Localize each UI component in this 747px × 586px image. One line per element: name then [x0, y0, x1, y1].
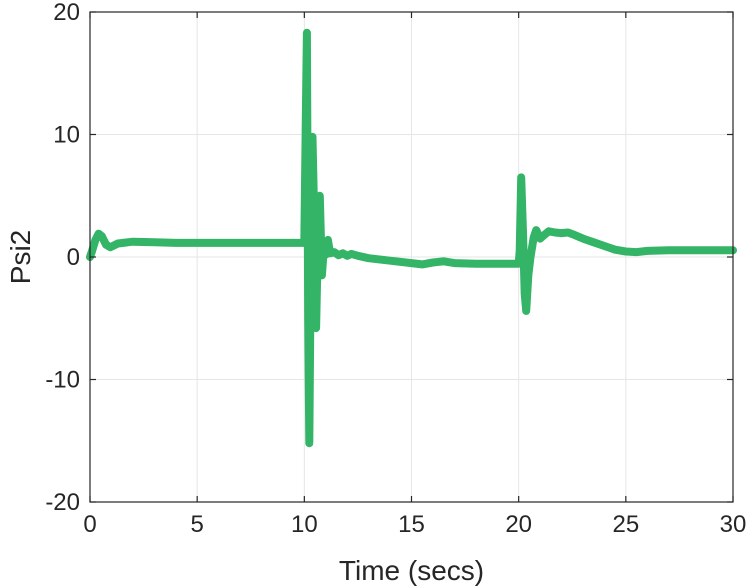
x-tick-label: 15 [398, 511, 425, 538]
x-tick-label: 5 [190, 511, 203, 538]
x-tick-label: 0 [83, 511, 96, 538]
tick-labels: 0 5 10 15 20 25 30 -20 -10 0 10 20 [45, 0, 746, 538]
x-tick-label: 30 [720, 511, 747, 538]
y-tick-label: -10 [45, 367, 80, 394]
x-tick-label: 20 [505, 511, 532, 538]
x-tick-label: 10 [291, 511, 318, 538]
x-tick-label: 25 [612, 511, 639, 538]
y-axis-label: Psi2 [5, 230, 36, 284]
y-tick-label: 10 [53, 122, 80, 149]
y-tick-label: 20 [53, 0, 80, 26]
y-tick-label: -20 [45, 489, 80, 516]
series-layer [86, 28, 737, 448]
series-line-1 [86, 28, 737, 448]
tick-marks [89, 11, 734, 503]
x-axis-label: Time (secs) [339, 555, 484, 586]
grid [89, 11, 734, 503]
y-tick-label: 0 [67, 244, 80, 271]
